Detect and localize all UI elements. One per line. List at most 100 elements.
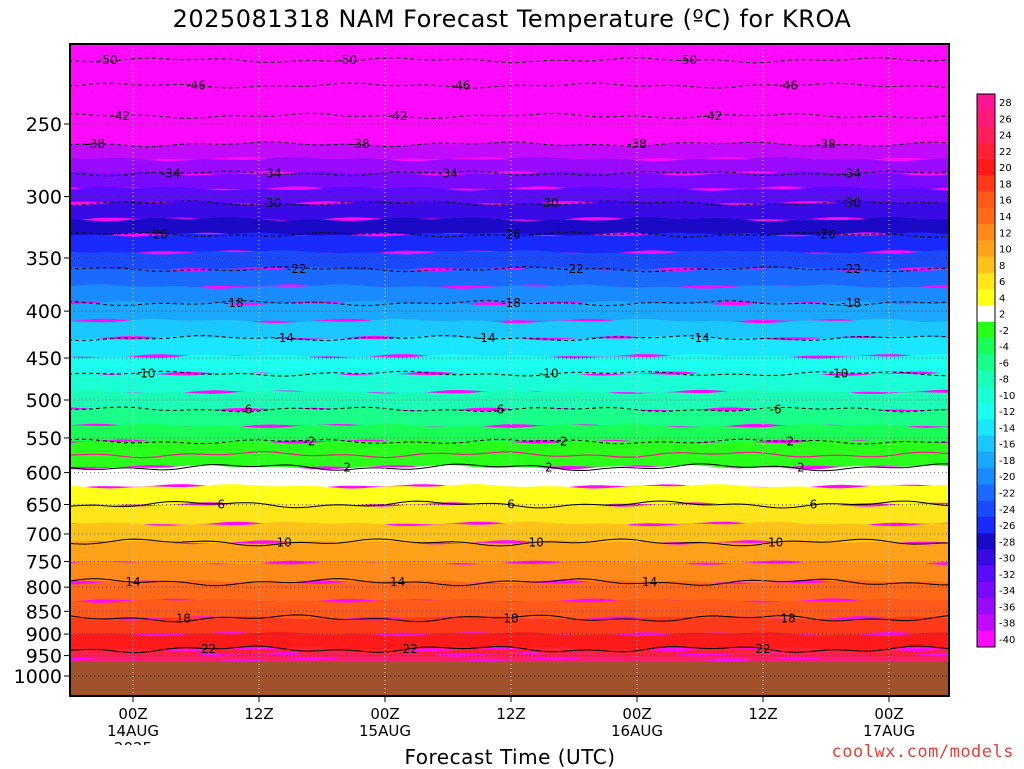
contour-line bbox=[70, 370, 949, 377]
x-axis: 00Z14AUG202512Z00Z15AUG12Z00Z16AUG12Z00Z… bbox=[107, 696, 915, 745]
contour-line bbox=[70, 82, 949, 89]
credit-link[interactable]: coolwx.com/models bbox=[831, 742, 1014, 762]
x-tick-label: 00Z bbox=[118, 705, 147, 723]
colorbar-swatch bbox=[977, 403, 995, 420]
contour-label: 10 bbox=[277, 535, 292, 549]
contour-label: -42 bbox=[703, 109, 723, 123]
temperature-band bbox=[70, 371, 949, 395]
contour-label: -6 bbox=[240, 402, 252, 416]
colorbar-label: 24 bbox=[999, 131, 1012, 142]
temperature-band bbox=[70, 407, 949, 428]
contour-line bbox=[70, 463, 949, 472]
contour-label: -42 bbox=[388, 109, 408, 123]
temperature-band bbox=[70, 335, 949, 359]
contour-label: -6 bbox=[492, 402, 504, 416]
colorbar-label: 6 bbox=[999, 277, 1005, 288]
y-tick-label: 650 bbox=[26, 494, 62, 516]
contour-label: 22 bbox=[201, 642, 216, 656]
contour-label: -46 bbox=[451, 79, 471, 93]
colorbar-swatch bbox=[977, 565, 995, 583]
temperature-band bbox=[70, 186, 949, 206]
contour-label: -34 bbox=[262, 166, 282, 180]
contour-label: -34 bbox=[841, 166, 861, 180]
contour-label: 22 bbox=[403, 642, 418, 656]
contour-line bbox=[70, 335, 949, 342]
temperature-bands bbox=[70, 44, 949, 696]
y-tick-label: 400 bbox=[26, 301, 62, 323]
contour-label: -14 bbox=[690, 331, 710, 345]
temperature-band bbox=[70, 580, 949, 603]
contour-line bbox=[70, 200, 949, 206]
colorbar-swatch bbox=[977, 175, 995, 192]
colorbar-swatch bbox=[977, 354, 995, 371]
contour-line bbox=[70, 266, 949, 273]
colorbar-swatch bbox=[977, 484, 995, 501]
colorbar-label: -26 bbox=[999, 521, 1015, 532]
contour-label: 10 bbox=[529, 535, 544, 549]
contour-line bbox=[70, 578, 949, 587]
x-tick-label: 17AUG bbox=[863, 722, 915, 740]
y-tick-label: 450 bbox=[26, 348, 62, 370]
colorbar-swatch bbox=[977, 614, 995, 632]
colorbar-swatch bbox=[977, 419, 995, 436]
colorbar-label: -30 bbox=[999, 554, 1015, 565]
temperature-band bbox=[70, 142, 949, 162]
colorbar-label: -10 bbox=[999, 391, 1015, 402]
temperature-band bbox=[70, 354, 949, 376]
y-tick-label: 250 bbox=[26, 114, 62, 136]
colorbar-label: 28 bbox=[999, 98, 1012, 109]
temperature-band bbox=[70, 484, 949, 507]
colorbar-swatch bbox=[977, 289, 995, 306]
colorbar-swatch bbox=[977, 500, 995, 518]
y-tick-label: 600 bbox=[26, 463, 62, 485]
colorbar-label: -38 bbox=[999, 619, 1015, 630]
freezing-level-line bbox=[70, 451, 949, 459]
colorbar-label: 22 bbox=[999, 147, 1012, 158]
colorbar-swatch bbox=[977, 272, 995, 290]
colorbar-label: -12 bbox=[999, 407, 1015, 418]
colorbar-swatch bbox=[977, 337, 995, 355]
colorbar-label: 4 bbox=[999, 293, 1005, 304]
colorbar-label: -16 bbox=[999, 440, 1015, 451]
colorbar-swatch bbox=[977, 516, 995, 534]
colorbar-swatch bbox=[977, 598, 995, 615]
contour-label: 14 bbox=[390, 575, 405, 589]
contour-label: -46 bbox=[778, 79, 798, 93]
temperature-band bbox=[70, 171, 949, 191]
colorbar-label: -32 bbox=[999, 570, 1015, 581]
contour-label: -14 bbox=[274, 331, 294, 345]
x-tick-label: 16AUG bbox=[611, 722, 663, 740]
y-tick-label: 1000 bbox=[14, 666, 62, 688]
colorbar-swatch bbox=[977, 110, 995, 127]
colorbar-frame bbox=[976, 93, 996, 648]
contour-label: -38 bbox=[85, 137, 105, 151]
contour-label: -22 bbox=[287, 262, 307, 276]
x-tick-label: 12Z bbox=[748, 705, 777, 723]
contour-label: -50 bbox=[678, 53, 698, 67]
contour-line bbox=[70, 112, 949, 119]
contour-label: 2 bbox=[797, 460, 805, 474]
colorbar-label: 18 bbox=[999, 179, 1012, 190]
temperature-band bbox=[70, 44, 949, 147]
time-height-chart: -50 -50 -50-46 -46 -46-42 -42 -42-38 -38 -38 -38-… bbox=[14, 43, 1015, 745]
temperature-band bbox=[70, 540, 949, 565]
temperature-band bbox=[70, 318, 949, 341]
colorbar-swatch bbox=[977, 305, 995, 323]
contour-label: 18 bbox=[503, 611, 518, 625]
temperature-band bbox=[70, 616, 949, 637]
y-tick-label: 300 bbox=[26, 187, 62, 209]
colorbar-swatch bbox=[977, 468, 995, 485]
x-tick-label: 00Z bbox=[622, 705, 651, 723]
contour-label: 10 bbox=[768, 535, 783, 549]
colorbar-label: 16 bbox=[999, 196, 1012, 207]
contour-label: 2 bbox=[343, 460, 351, 474]
contour-line bbox=[70, 300, 949, 307]
contour-label: -18 bbox=[501, 296, 521, 310]
colorbar-swatch bbox=[977, 256, 995, 274]
y-tick-label: 550 bbox=[26, 428, 62, 450]
y-tick-label: 950 bbox=[26, 646, 62, 668]
colorbar-swatch bbox=[977, 451, 995, 469]
colorbar-label: -34 bbox=[999, 586, 1015, 597]
temperature-band bbox=[70, 502, 949, 527]
